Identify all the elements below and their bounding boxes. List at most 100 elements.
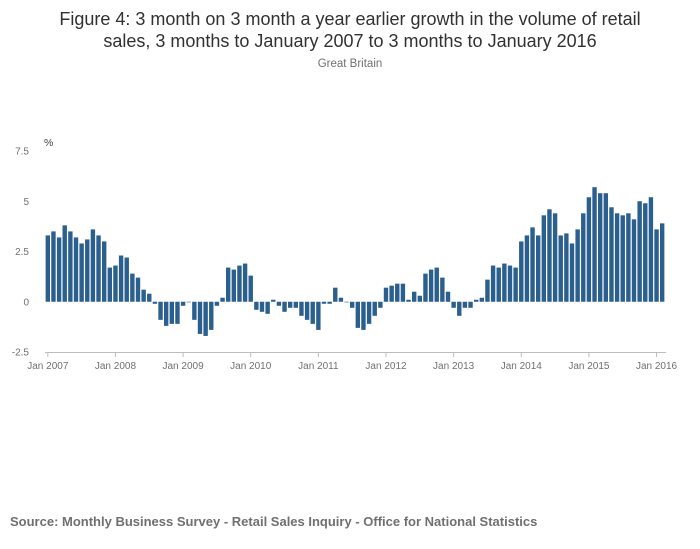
bar xyxy=(462,301,468,308)
x-tick-label: Jan 2016 xyxy=(636,361,678,372)
bar xyxy=(333,287,338,302)
x-tick-label: Jan 2013 xyxy=(433,361,475,372)
bar xyxy=(626,213,631,302)
chart-title-line-2: sales, 3 months to January 2007 to 3 mon… xyxy=(103,31,597,51)
bar xyxy=(79,243,84,302)
x-axis: Jan 2007 Jan 2008 Jan 2009 Jan 2010 Jan 2011… xyxy=(27,352,678,372)
x-tick-label: Jan 2015 xyxy=(568,361,610,372)
bar xyxy=(327,301,332,304)
bar-series xyxy=(45,187,665,336)
bar xyxy=(451,301,456,308)
bar xyxy=(406,299,411,302)
bar xyxy=(428,269,434,302)
bar xyxy=(158,301,163,320)
bar xyxy=(141,289,146,302)
bar xyxy=(254,301,259,310)
bar xyxy=(197,301,203,334)
y-tick-label: 7.5 xyxy=(15,147,29,158)
bar xyxy=(535,235,541,302)
x-tick-label: Jan 2007 xyxy=(27,361,69,372)
bar xyxy=(101,241,107,302)
bar xyxy=(209,301,214,330)
bar xyxy=(107,267,113,302)
bar xyxy=(287,301,293,308)
bar xyxy=(490,265,496,302)
bar xyxy=(659,223,665,302)
bar xyxy=(468,301,473,308)
y-axis: -2.5 0 2.5 5 7.5 xyxy=(12,147,30,359)
bar xyxy=(186,301,191,303)
bar xyxy=(56,237,62,302)
bar xyxy=(214,301,220,306)
y-tick-label: 0 xyxy=(23,297,29,308)
bar xyxy=(395,283,400,302)
bar xyxy=(581,213,586,302)
bar xyxy=(445,291,451,302)
bar xyxy=(259,301,265,312)
bar xyxy=(130,273,135,302)
bar xyxy=(592,187,597,302)
bar xyxy=(473,299,479,302)
bar xyxy=(248,275,253,302)
bar xyxy=(519,241,524,302)
bar xyxy=(231,269,237,302)
bar xyxy=(299,301,304,316)
bar xyxy=(113,265,118,302)
bar xyxy=(152,301,158,304)
bar xyxy=(265,301,270,314)
bar xyxy=(96,235,101,302)
bar xyxy=(569,243,575,302)
bar xyxy=(389,285,394,302)
bar xyxy=(90,229,96,302)
bar xyxy=(321,301,327,304)
bar xyxy=(631,219,637,302)
x-tick-label: Jan 2012 xyxy=(365,361,407,372)
bar xyxy=(338,297,344,302)
bar xyxy=(597,193,603,302)
bar xyxy=(411,291,417,302)
bar xyxy=(310,301,315,324)
bar xyxy=(372,301,377,316)
bar xyxy=(423,273,428,302)
bar xyxy=(147,293,152,302)
bar xyxy=(124,257,129,302)
bar xyxy=(558,235,563,302)
x-tick-label: Jan 2010 xyxy=(230,361,272,372)
bar xyxy=(541,215,547,302)
bar xyxy=(45,235,51,302)
bar xyxy=(85,239,90,302)
bar xyxy=(68,231,73,302)
y-unit-label: % xyxy=(44,137,53,149)
chart-subtitle: Great Britain xyxy=(317,58,383,70)
bar xyxy=(163,301,169,326)
bar xyxy=(62,225,67,302)
bar xyxy=(547,209,552,302)
bar xyxy=(603,193,609,302)
bar xyxy=(485,279,490,302)
bar xyxy=(479,297,485,302)
bar xyxy=(378,301,383,308)
bar xyxy=(513,267,518,302)
bar xyxy=(361,301,366,330)
bar xyxy=(457,301,462,316)
bar xyxy=(524,235,530,302)
source-note: Source: Monthly Business Survey - Retail… xyxy=(10,514,538,529)
bar xyxy=(637,201,642,302)
bar xyxy=(434,267,439,302)
bar xyxy=(383,287,389,302)
bar xyxy=(355,301,361,328)
bar xyxy=(586,197,592,302)
bar xyxy=(203,301,208,336)
x-tick-label: Jan 2011 xyxy=(298,361,339,372)
x-tick-label: Jan 2009 xyxy=(163,361,205,372)
x-tick-label: Jan 2014 xyxy=(501,361,543,372)
bar xyxy=(609,207,614,302)
bar xyxy=(192,301,197,320)
bar xyxy=(530,227,535,302)
bar xyxy=(135,277,141,302)
bar xyxy=(344,301,349,303)
bar xyxy=(643,203,648,302)
bar xyxy=(316,301,321,330)
bar xyxy=(293,301,299,308)
